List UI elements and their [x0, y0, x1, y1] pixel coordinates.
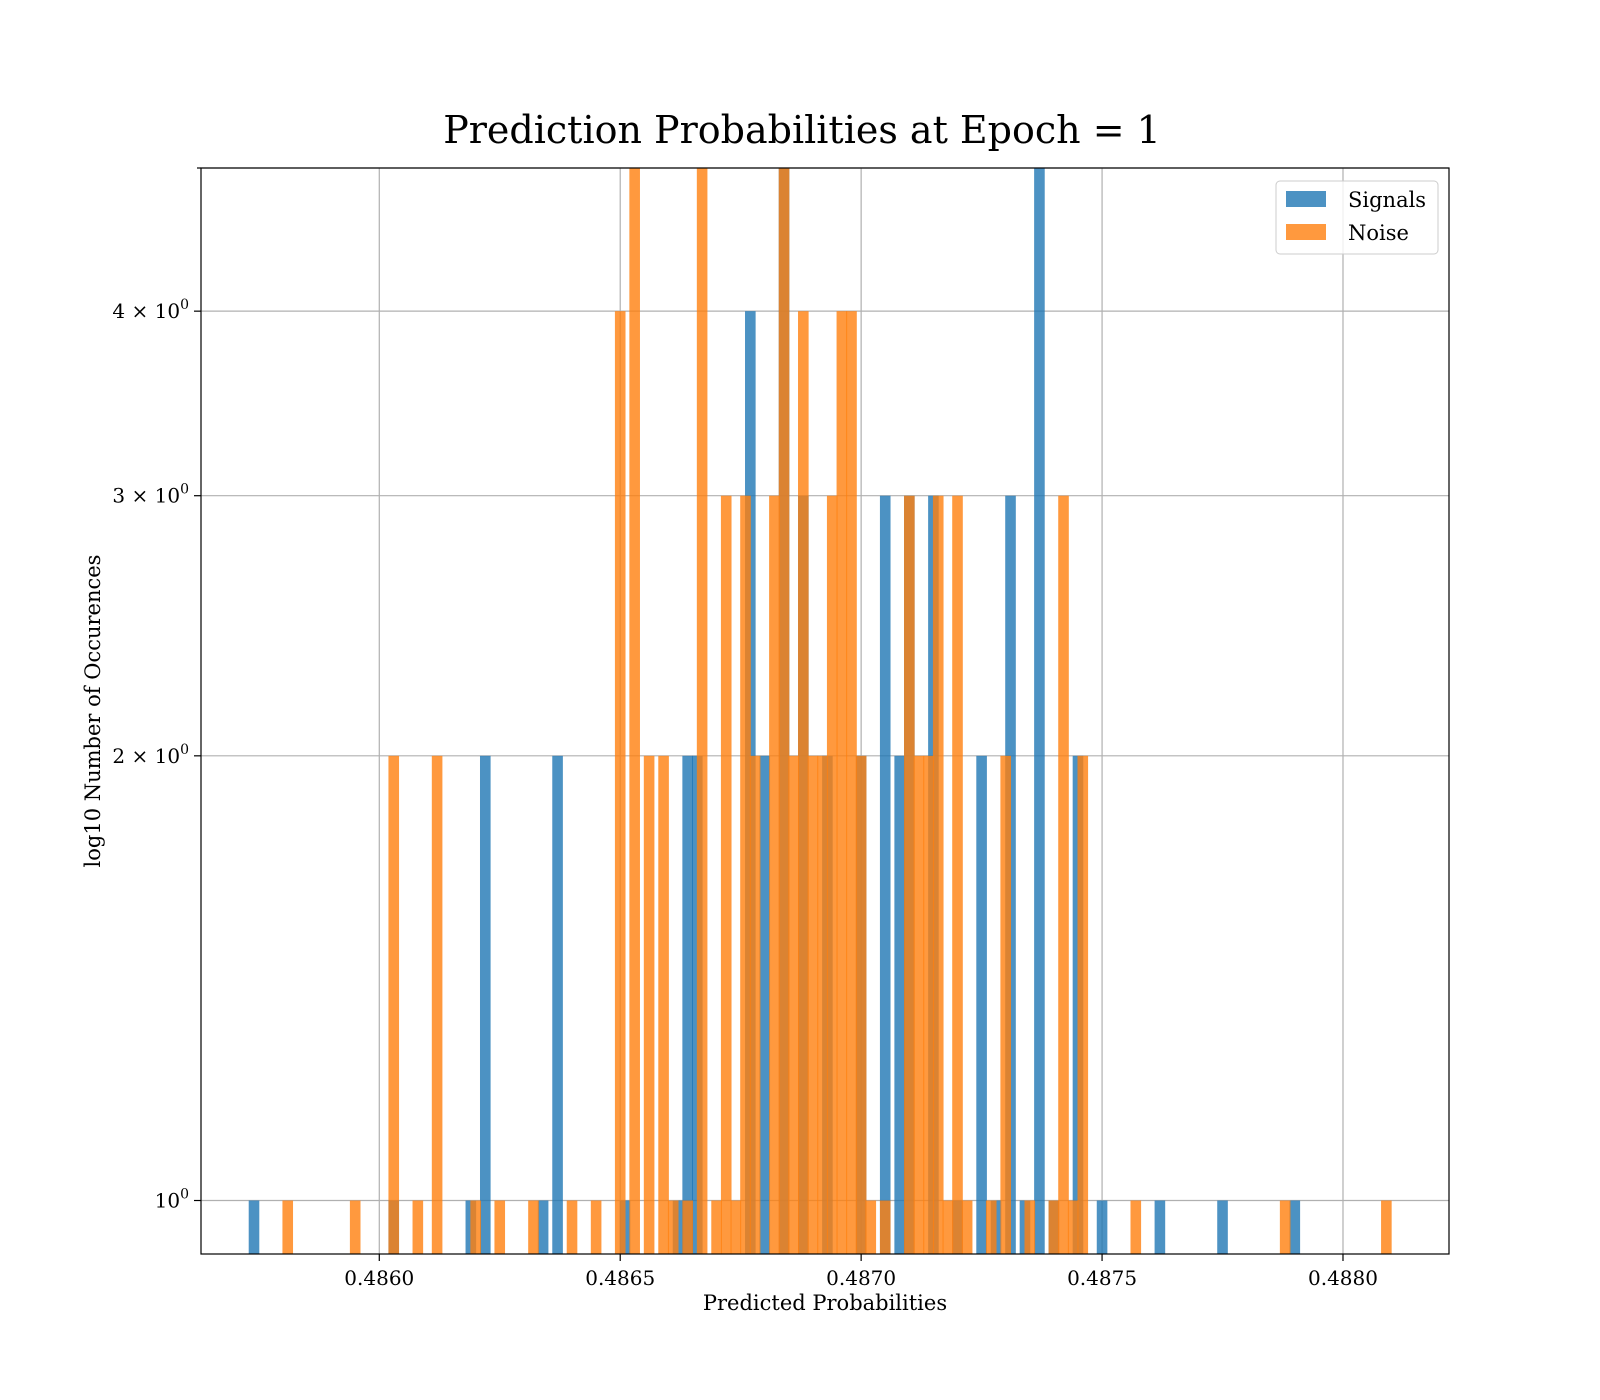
noise-bar [952, 495, 963, 1254]
chart-title: Prediction Probabilities at Epoch = 1 [443, 108, 1161, 152]
x-tick-label: 0.4860 [344, 1266, 414, 1290]
noise-bar [798, 311, 809, 1254]
noise-bar [769, 495, 780, 1254]
noise-bar [904, 495, 915, 1254]
y-tick-label: 2 × 100 [112, 742, 189, 768]
signals-bar [1154, 1200, 1166, 1254]
noise-bar [720, 495, 732, 1254]
noise-bar [778, 168, 790, 1254]
noise-bar [1381, 1200, 1392, 1254]
noise-bar [879, 1200, 891, 1254]
noise-bar [431, 755, 443, 1254]
noise-bar [566, 1200, 578, 1254]
noise-bar [807, 755, 819, 1254]
noise-bar [913, 755, 925, 1254]
legend-swatch-noise [1286, 224, 1326, 240]
noise-bar [740, 495, 751, 1254]
noise-bar [1048, 1200, 1060, 1254]
noise-bar [528, 1200, 539, 1254]
signals-bar [894, 755, 905, 1254]
noise-bar [1279, 1200, 1291, 1254]
signals-bar [1289, 1200, 1301, 1254]
noise-bar [682, 1200, 693, 1254]
x-tick-label: 0.4880 [1308, 1266, 1378, 1290]
x-tick-label: 0.4870 [826, 1266, 896, 1290]
noise-bar [412, 1200, 424, 1254]
noise-bars [282, 168, 1392, 1254]
noise-bar [614, 311, 626, 1254]
noise-bar [942, 1200, 954, 1254]
signals-bar [879, 495, 891, 1254]
noise-bar [855, 755, 867, 1254]
y-tick-label: 4 × 100 [112, 297, 189, 323]
signals-bar [682, 755, 693, 1254]
signals-bar [976, 755, 987, 1254]
y-tick-label: 3 × 100 [112, 482, 189, 508]
legend-label-noise: Noise [1348, 221, 1409, 245]
noise-bar [730, 1200, 742, 1254]
noise-bar [388, 755, 400, 1254]
noise-bar [1000, 755, 1011, 1254]
x-axis-label: Predicted Probabilities [703, 1291, 947, 1315]
noise-bar [349, 1200, 361, 1254]
noise-bar [1077, 755, 1089, 1254]
legend-swatch-signals [1286, 191, 1326, 207]
noise-bar [826, 495, 838, 1254]
signals-bar [479, 755, 491, 1254]
noise-bar [494, 1200, 506, 1254]
signals-bar [1096, 1200, 1108, 1254]
signals-bar [552, 755, 563, 1254]
noise-bar [696, 168, 708, 1254]
noise-bar [711, 1200, 722, 1254]
noise-bar [923, 755, 934, 1254]
plot-frame [200, 167, 1450, 1255]
signals-bar [759, 755, 771, 1254]
legend-label-signals: Signals [1348, 188, 1426, 212]
noise-bar [846, 311, 857, 1254]
signals-bar [1034, 168, 1045, 1254]
y-axis-label: log10 Number of Occurences [81, 555, 105, 868]
noise-bar [836, 311, 848, 1254]
noise-bar [788, 755, 799, 1254]
y-axis-ticks: 100 2 × 100 3 × 100 4 × 100 [112, 167, 201, 1213]
noise-bar [470, 1200, 481, 1254]
noise-bar [629, 168, 640, 1254]
noise-bar [1130, 1200, 1142, 1254]
noise-bar [1067, 1200, 1079, 1254]
noise-bar [817, 755, 828, 1254]
noise-bar [985, 1200, 997, 1254]
noise-bar [961, 1200, 973, 1254]
y-tick-label: 100 [155, 1187, 189, 1213]
noise-bar [667, 1200, 679, 1254]
signals-bar [537, 1200, 549, 1254]
noise-bar [658, 755, 669, 1254]
signals-bar [1217, 1200, 1228, 1254]
noise-bar [282, 1200, 294, 1254]
noise-bar [643, 755, 655, 1254]
x-tick-label: 0.4875 [1067, 1266, 1137, 1290]
noise-bar [1058, 495, 1069, 1254]
x-tick-label: 0.4865 [585, 1266, 655, 1290]
x-axis-ticks: 0.4860 0.4865 0.4870 0.4875 0.4880 [344, 1254, 1378, 1290]
legend: Signals Noise [1275, 180, 1439, 255]
noise-bar [865, 1200, 877, 1254]
signals-bar [248, 1200, 260, 1254]
noise-bar [932, 495, 944, 1254]
noise-bar [749, 755, 761, 1254]
noise-bar [590, 1200, 602, 1254]
noise-bar [1024, 1200, 1036, 1254]
